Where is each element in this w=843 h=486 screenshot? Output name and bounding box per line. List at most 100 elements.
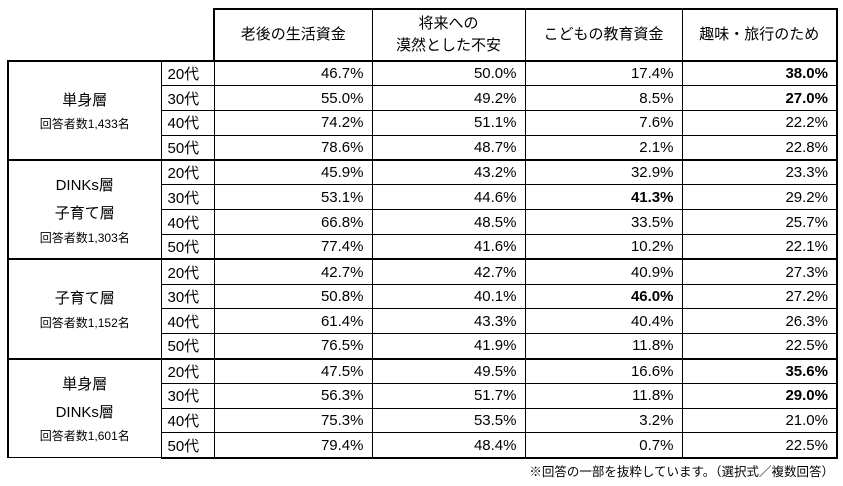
value-cell: 55.0% <box>213 85 373 112</box>
value-cell: 29.0% <box>681 382 838 409</box>
value-cell: 25.7% <box>681 209 838 236</box>
value-cell: 40.1% <box>371 283 526 310</box>
value-cell: 3.2% <box>524 407 683 434</box>
header-spacer-age <box>161 9 214 61</box>
value-cell: 10.2% <box>524 234 683 260</box>
group-respondent-count: 回答者数1,152名 <box>39 315 130 330</box>
group-respondent-count: 回答者数1,303名 <box>39 230 130 245</box>
group-label-cell: 単身層 回答者数1,433名 <box>7 59 162 161</box>
value-cell: 56.3% <box>213 382 373 409</box>
table-row: 単身層 DINKs層 回答者数1,601名 20代 47.5% 49.5% 16.6% 35.… <box>7 357 838 459</box>
age-group-cell: 50代 <box>160 432 215 459</box>
group-label-line: 子育て層 <box>54 205 115 223</box>
value-cell: 27.0% <box>681 85 838 112</box>
age-group-cell: 40代 <box>160 308 215 335</box>
table-row: 50代 79.4% 48.4% 0.7% 22.5% <box>8 432 838 459</box>
value-cell: 79.4% <box>213 432 373 459</box>
value-cell: 22.1% <box>681 234 838 260</box>
group-label-cell: DINKs層 子育て層回答者数1,303名 <box>7 159 162 260</box>
value-cell: 32.9% <box>524 159 683 186</box>
value-cell: 45.9% <box>213 159 373 186</box>
age-group-cell: 20代 <box>160 357 215 384</box>
value-cell: 47.5% <box>213 357 373 384</box>
value-cell: 74.2% <box>213 110 373 136</box>
age-group-cell: 20代 <box>160 60 215 87</box>
column-header-retirement-funds: 老後の生活資金 <box>213 8 373 62</box>
value-cell: 49.5% <box>371 357 526 384</box>
value-cell: 29.2% <box>681 184 838 211</box>
value-cell: 26.3% <box>681 308 838 335</box>
age-group-cell: 20代 <box>160 159 215 186</box>
age-group-cell: 30代 <box>160 382 215 409</box>
value-cell: 42.7% <box>371 258 526 285</box>
age-group-cell: 50代 <box>160 333 215 360</box>
table-row: 50代 77.4% 41.6% 10.2% 22.1% <box>8 234 838 260</box>
value-cell: 43.2% <box>371 159 526 186</box>
value-cell: 53.5% <box>371 407 526 434</box>
value-cell: 42.7% <box>213 258 373 285</box>
value-cell: 16.6% <box>524 357 683 384</box>
group-respondent-count: 回答者数1,601名 <box>39 429 130 444</box>
group-label-line: 単身層 <box>62 92 108 110</box>
group-label-line: 子育て層 <box>54 290 115 308</box>
group-label-line: DINKs層 <box>55 177 114 195</box>
group-label: DINKs層 子育て層回答者数1,303名 <box>9 173 161 246</box>
value-cell: 22.2% <box>681 110 838 136</box>
group-label-line: DINKs層 <box>55 404 114 421</box>
value-cell: 8.5% <box>524 85 683 112</box>
value-cell: 0.7% <box>524 432 683 459</box>
value-cell: 7.6% <box>524 110 683 136</box>
value-cell: 11.8% <box>524 382 683 409</box>
value-cell: 27.2% <box>681 283 838 310</box>
table-row: 30代 55.0% 49.2% 8.5% 27.0% <box>8 85 838 112</box>
table-row: 30代 53.1% 44.6% 41.3% 29.2% <box>8 184 838 211</box>
value-cell: 78.6% <box>213 134 373 161</box>
age-group-cell: 30代 <box>160 85 215 112</box>
value-cell: 51.7% <box>371 382 526 409</box>
table-row: 50代 78.6% 48.7% 2.1% 22.8% <box>8 134 838 161</box>
value-cell: 41.6% <box>371 234 526 260</box>
age-group-cell: 40代 <box>160 110 215 136</box>
column-header-education-funds: こどもの教育資金 <box>524 8 683 62</box>
value-cell: 43.3% <box>371 308 526 335</box>
value-cell: 27.3% <box>681 258 838 285</box>
value-cell: 22.5% <box>681 432 838 459</box>
value-cell: 77.4% <box>213 234 373 260</box>
group-label: 単身層 回答者数1,433名 <box>9 88 161 133</box>
value-cell: 22.8% <box>681 134 838 161</box>
value-cell: 51.1% <box>371 110 526 136</box>
value-cell: 22.5% <box>681 333 838 360</box>
value-cell: 61.4% <box>213 308 373 335</box>
value-cell: 76.5% <box>213 333 373 360</box>
survey-table: 老後の生活資金 将来への 漠然とした不安 こどもの教育資金 趣味・旅行のため 単… <box>7 8 838 459</box>
value-cell: 40.9% <box>524 258 683 285</box>
value-cell: 66.8% <box>213 209 373 236</box>
value-cell: 40.4% <box>524 308 683 335</box>
age-group-cell: 40代 <box>160 407 215 434</box>
group-label: 単身層 DINKs層 回答者数1,601名 <box>9 372 161 445</box>
value-cell: 46.0% <box>524 283 683 310</box>
age-group-cell: 50代 <box>160 234 215 260</box>
table-row: DINKs層 子育て層 回答者数1,303名 20代 45.9% 43.2% 32.9% 23… <box>7 159 838 260</box>
table-row: 単身層 回答者数1,433名 20代 46.7% 50.0% 17.4% 38.0% <box>7 59 838 161</box>
value-cell: 48.4% <box>371 432 526 459</box>
value-cell: 11.8% <box>524 333 683 360</box>
age-group-cell: 30代 <box>160 283 215 310</box>
value-cell: 75.3% <box>213 407 373 434</box>
value-cell: 46.7% <box>213 60 373 87</box>
value-cell: 21.0% <box>681 407 838 434</box>
column-header-hobby-travel: 趣味・旅行のため <box>681 8 838 62</box>
value-cell: 48.7% <box>371 134 526 161</box>
header-spacer-group <box>8 9 161 61</box>
value-cell: 50.8% <box>213 283 373 310</box>
value-cell: 48.5% <box>371 209 526 236</box>
column-header-future-anxiety: 将来への 漠然とした不安 <box>371 8 526 62</box>
value-cell: 23.3% <box>681 159 838 186</box>
group-label: 子育て層回答者数1,152名 <box>9 286 161 331</box>
table-row: 子育て層 回答者数1,152名 20代 42.7% 42.7% 40.9% 27.3% <box>7 258 838 360</box>
value-cell: 44.6% <box>371 184 526 211</box>
age-group-cell: 40代 <box>160 209 215 236</box>
value-cell: 50.0% <box>371 60 526 87</box>
age-group-cell: 20代 <box>160 258 215 285</box>
